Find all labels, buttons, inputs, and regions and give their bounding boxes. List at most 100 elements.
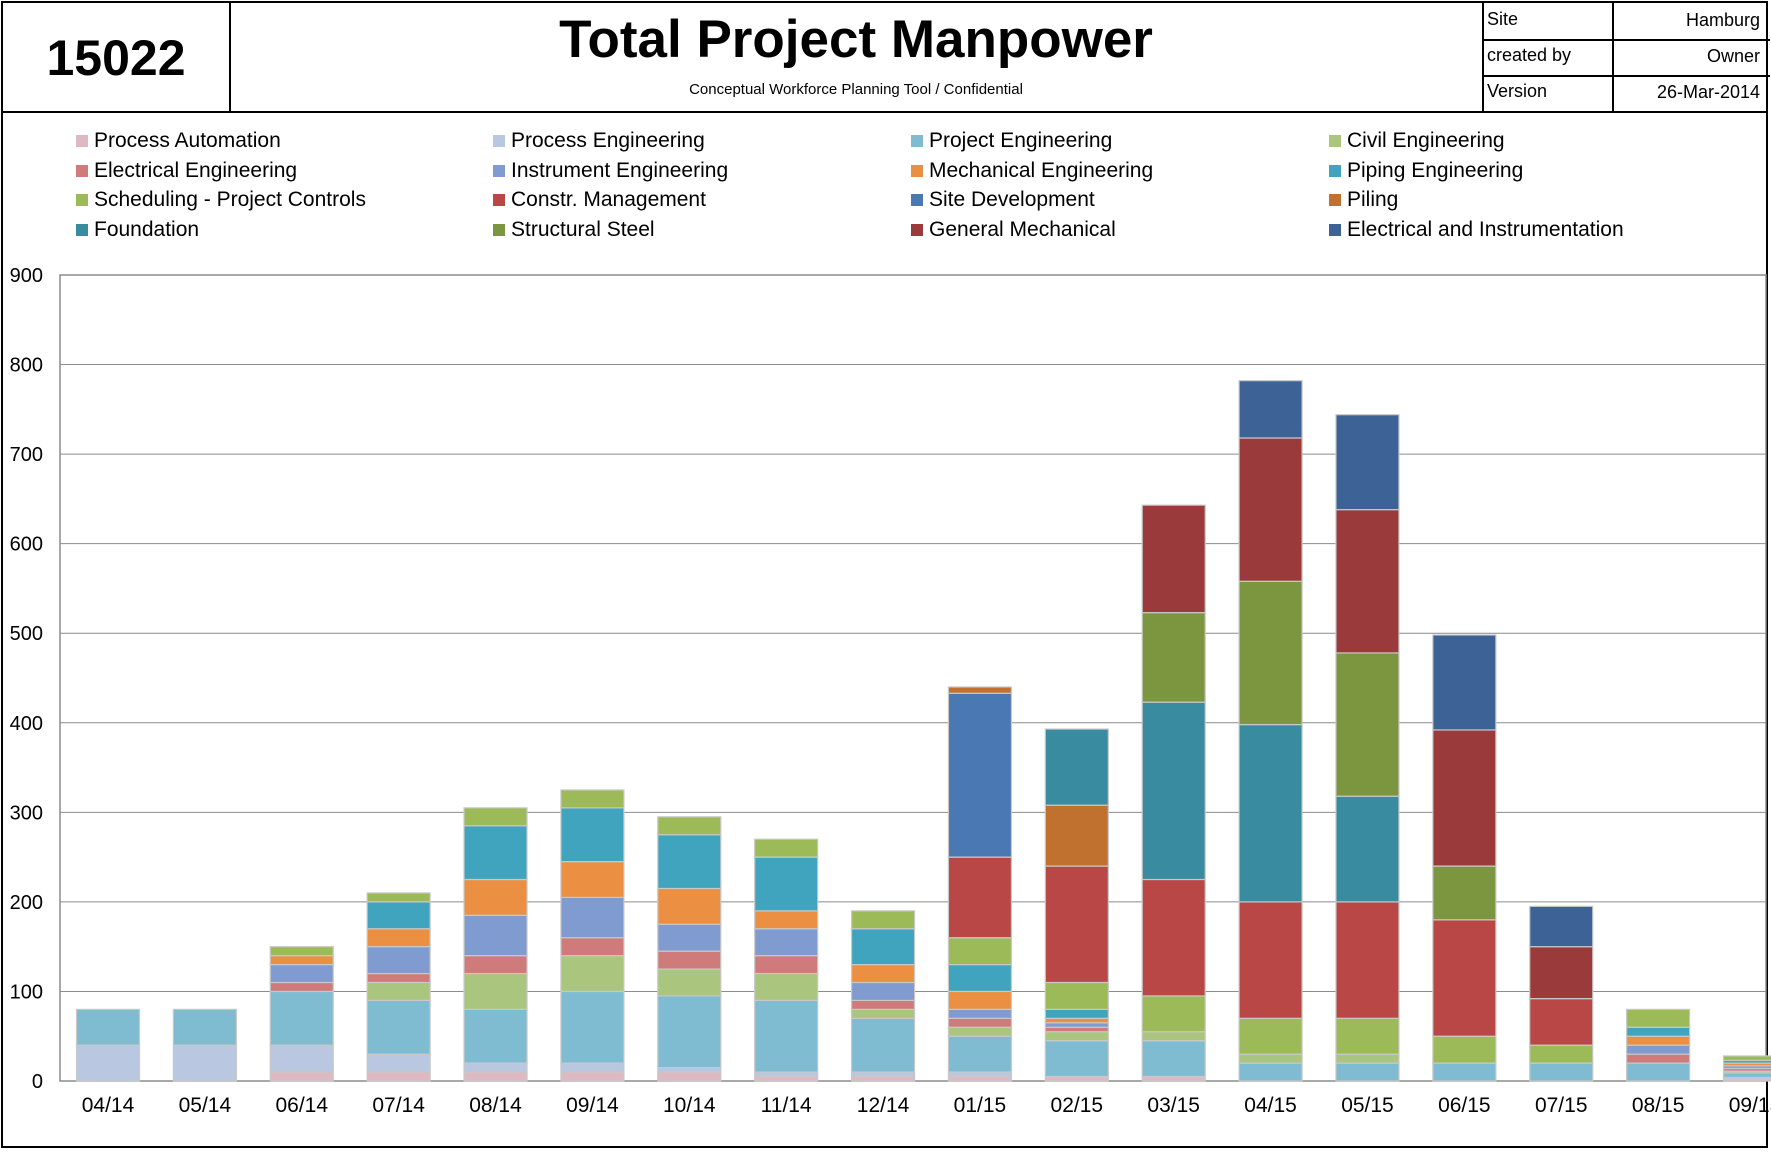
bar-segment [1432,1035,1497,1064]
legend-item: Foundation [76,215,199,245]
legend-item: Civil Engineering [1329,126,1505,156]
bar-segment [850,1075,916,1082]
bar-segment [463,914,528,957]
bar-segment [463,807,528,827]
bar-segment [560,896,625,939]
bar-segment [269,1044,334,1073]
y-tick-label: 200 [10,892,43,914]
bar-segment [1141,878,1206,997]
bar-segment [1626,1062,1691,1082]
bar-segment [657,923,722,952]
bar-segment [1141,1031,1206,1042]
legend-label: Piling [1347,188,1399,211]
bar-segment [366,901,431,930]
y-tick-label: 0 [32,1071,43,1093]
bar-segment [1529,1062,1594,1082]
legend-swatch [911,223,923,236]
y-tick-label: 500 [10,623,43,645]
bar-segment [1529,1044,1594,1064]
bar-segment [1141,995,1206,1033]
bar-segment [1238,437,1303,582]
legend-swatch [76,223,88,236]
info-table: Site Hamburg created by Owner Version 26… [1482,3,1770,112]
bar-segment [463,1008,528,1064]
bar-segment [1141,1040,1206,1078]
bar-segment [366,981,431,1002]
bar-segment [75,1044,141,1082]
x-tick-label: 05/15 [1341,1094,1394,1117]
info-value: Hamburg [1685,10,1760,30]
bar-segment [1044,1008,1109,1019]
bar-segment [560,937,625,957]
bar-segment [947,856,1013,939]
x-tick-label: 02/15 [1051,1094,1104,1117]
bar-segment [1238,901,1303,1019]
y-tick-label: 800 [10,355,43,377]
info-label: Version [1487,81,1548,101]
bar-segment [754,856,819,912]
bar-segment [1335,795,1400,903]
bar-segment [754,955,819,975]
bar-segment [657,887,722,925]
legend-item: Site Development [911,185,1095,215]
legend-label: Structural Steel [511,217,655,241]
bar-segment [754,1075,819,1082]
bar-segment [1044,1017,1109,1024]
legend-label: Civil Engineering [1347,129,1505,152]
y-tick-label: 700 [10,444,43,466]
bar-segment [1335,509,1400,654]
bar-segment [366,1053,431,1073]
bar-segment [1432,634,1497,731]
legend-label: Scheduling - Project Controls [94,188,366,211]
bar-segment [1044,981,1109,1010]
bar-segment [754,1071,819,1078]
legend-item: Constr. Management [493,185,706,215]
bar-segment [560,789,625,809]
bar-segment [850,1008,916,1019]
legend-label: Foundation [94,217,200,241]
bar-segment [269,963,334,984]
bar-segment [463,878,528,916]
bar-segment [850,1017,916,1073]
bar-segment [850,1071,916,1078]
legend-item: Mechanical Engineering [911,156,1153,186]
chart-title: Total Project Manpower [559,10,1153,69]
bar-segment [1044,1026,1109,1033]
bar-segment [1432,729,1497,867]
legend-swatch [1329,164,1341,177]
legend-label: Electrical Engineering [94,158,298,182]
legend-label: Site Development [929,188,1095,211]
project-code: 15022 [3,3,231,112]
bar-segment [172,1008,237,1046]
legend-item: Electrical Engineering [76,156,297,186]
x-tick-label: 06/15 [1438,1094,1491,1117]
bar-segment [947,1075,1013,1082]
bar-segment [657,995,722,1069]
bar-segment [1044,1022,1109,1028]
legend-item: Scheduling - Project Controls [76,185,366,215]
bar-segment [1044,804,1109,867]
x-tick-label: 04/14 [82,1094,135,1117]
legend-label: Process Automation [94,129,281,152]
bar-segment [947,937,1013,966]
bar-segment [1044,1040,1109,1078]
x-tick-label: 01/15 [954,1094,1007,1117]
bar-segment [366,892,431,903]
bar-segment [657,1066,722,1073]
bar-segment [1432,919,1497,1037]
bar-segment [269,990,334,1046]
legend-item: Piping Engineering [1329,156,1523,186]
bar-segment [1238,723,1303,903]
bar-segment [1335,901,1400,1019]
bar-segment [1238,580,1303,726]
bar-segment [1626,1053,1691,1064]
bar-segment [560,955,625,993]
x-tick-label: 11/14 [761,1094,812,1117]
bar-segment [657,950,722,970]
legend-item: Process Engineering [493,126,705,156]
bar-segment [560,1071,625,1082]
bar-segment [754,972,819,1001]
bar-segment [1044,728,1109,806]
legend-swatch [76,194,88,206]
bar-segment [1335,652,1400,797]
